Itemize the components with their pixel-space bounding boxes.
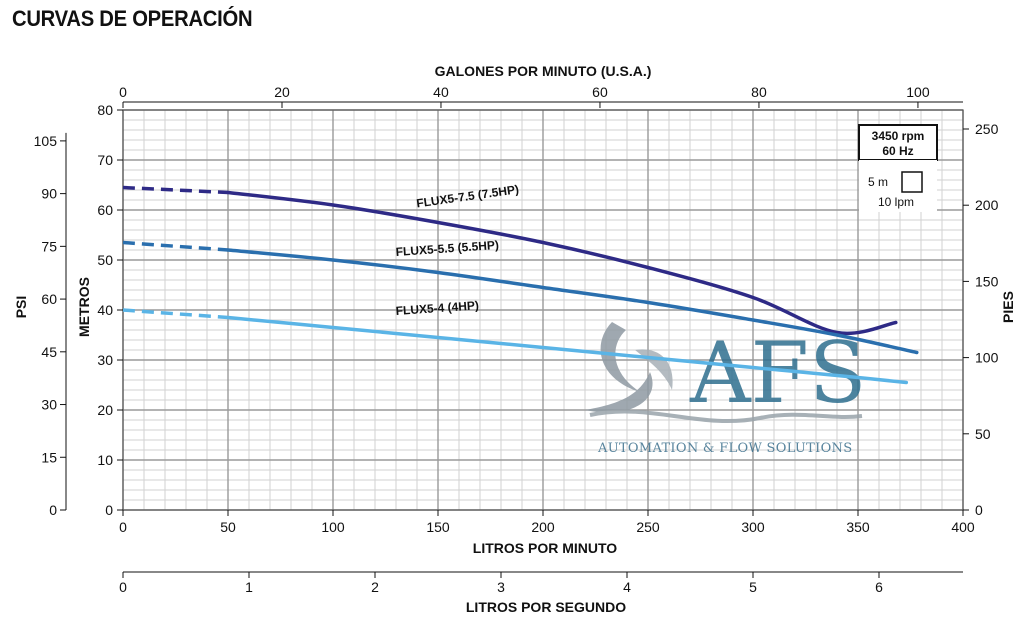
- legend-scale-body: [859, 160, 937, 212]
- x-tick-label: 50: [220, 519, 236, 535]
- legend-scale-x: 10 lpm: [878, 195, 914, 209]
- legend-box: 3450 rpm 60 Hz 5 m 10 lpm: [858, 124, 938, 212]
- metros-axis-title: METROS: [76, 277, 92, 337]
- lps-tick-label: 2: [371, 579, 379, 595]
- lps-tick-label: 0: [119, 579, 127, 595]
- psi-tick-label: 30: [41, 397, 57, 413]
- series-label: FLUX5-7.5 (7.5HP): [415, 182, 519, 210]
- lps-tick-label: 5: [749, 579, 757, 595]
- y-tick-label: 70: [97, 152, 113, 168]
- page-title: CURVAS DE OPERACIÓN: [12, 6, 253, 31]
- legend-scale-y: 5 m: [868, 175, 888, 189]
- top-axis-title: GALONES POR MINUTO (U.S.A.): [435, 63, 652, 79]
- x-tick-label: 350: [846, 519, 870, 535]
- psi-tick-label: 15: [41, 449, 57, 465]
- ticks-layer: 0 50 100 150 200 250 300 350 4000102030405060708…: [34, 84, 999, 595]
- lps-axis-title: LITROS POR SEGUNDO: [466, 599, 626, 615]
- lps-tick-label: 4: [623, 579, 631, 595]
- x-tick-label: 200: [531, 519, 555, 535]
- top-tick-label: 60: [592, 84, 608, 100]
- psi-tick-label: 90: [41, 186, 57, 202]
- x-tick-label: 150: [426, 519, 450, 535]
- pies-tick-label: 50: [975, 426, 991, 442]
- x-tick-label: 400: [951, 519, 975, 535]
- legend-speed: 3450 rpm: [872, 129, 925, 143]
- legend-frequency: 60 Hz: [882, 144, 913, 158]
- y-tick-label: 40: [97, 302, 113, 318]
- lps-tick-label: 3: [497, 579, 505, 595]
- x-tick-label: 0: [119, 519, 127, 535]
- y-tick-label: 50: [97, 252, 113, 268]
- series-layer: [122, 185, 919, 385]
- y-tick-label: 10: [97, 452, 113, 468]
- pies-axis-title: PIES: [1000, 291, 1016, 323]
- top-tick-label: 20: [274, 84, 290, 100]
- top-tick-label: 40: [433, 84, 449, 100]
- psi-tick-label: 0: [49, 502, 57, 518]
- series-dashed-segment: [122, 240, 229, 252]
- watermark-subtitle: AUTOMATION & FLOW SOLUTIONS: [597, 441, 852, 456]
- watermark-big-text: AFS: [689, 324, 867, 422]
- series-label: FLUX5-4 (4HP): [395, 298, 479, 318]
- series-line: [226, 315, 909, 385]
- psi-axis-title: PSI: [13, 296, 29, 319]
- top-tick-label: 100: [906, 84, 930, 100]
- watermark-swirl-icon: [585, 372, 653, 413]
- afs-watermark-logo: AFS AUTOMATION & FLOW SOLUTIONS: [585, 322, 867, 456]
- series-label: FLUX5-5.5 (5.5HP): [395, 238, 499, 259]
- y-tick-label: 30: [97, 352, 113, 368]
- bottom-axis-title: LITROS POR MINUTO: [473, 540, 618, 556]
- psi-tick-label: 60: [41, 291, 57, 307]
- pies-tick-label: 100: [975, 350, 999, 366]
- series-line: [226, 190, 898, 336]
- lps-tick-label: 1: [245, 579, 253, 595]
- top-tick-label: 80: [751, 84, 767, 100]
- legend-scale-square-icon: [901, 171, 923, 193]
- watermark-wave: [589, 409, 863, 424]
- y-tick-label: 0: [105, 502, 113, 518]
- series-dashed-segment: [122, 185, 229, 195]
- lps-tick-label: 6: [875, 579, 883, 595]
- pies-tick-label: 250: [975, 121, 999, 137]
- watermark-swirl-icon: [600, 322, 640, 392]
- psi-tick-label: 45: [41, 344, 57, 360]
- y-tick-label: 80: [97, 102, 113, 118]
- psi-tick-label: 105: [34, 133, 58, 149]
- series-line: [226, 248, 919, 355]
- psi-tick-label: 75: [41, 238, 57, 254]
- series-dashed-segment: [122, 308, 229, 320]
- pies-tick-label: 200: [975, 197, 999, 213]
- x-tick-label: 100: [321, 519, 345, 535]
- pies-tick-label: 0: [975, 502, 983, 518]
- y-tick-label: 60: [97, 202, 113, 218]
- x-tick-label: 250: [636, 519, 660, 535]
- top-tick-label: 0: [119, 84, 127, 100]
- x-tick-label: 300: [741, 519, 765, 535]
- y-tick-label: 20: [97, 402, 113, 418]
- pies-tick-label: 150: [975, 273, 999, 289]
